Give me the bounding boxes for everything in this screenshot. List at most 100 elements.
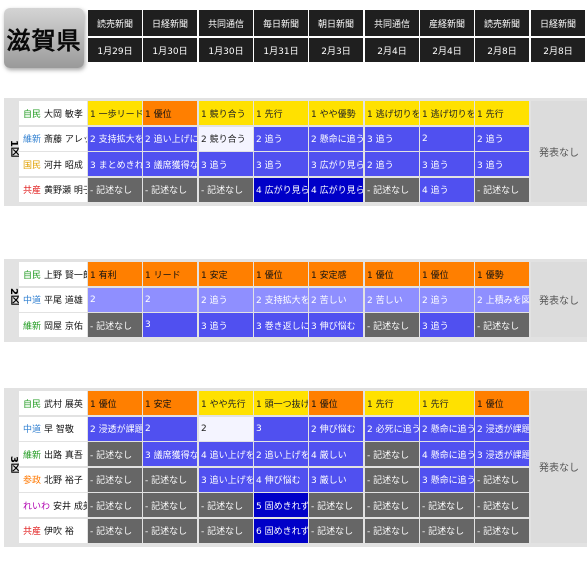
rating-cell: - 記述なし (199, 493, 253, 517)
candidate-cell: 維新 岡屋 京佑 (19, 313, 87, 337)
header-paper: 日経新聞 (143, 10, 197, 36)
header-date: 1月31日 (254, 38, 308, 62)
party-label: 共産 (23, 527, 42, 537)
candidate-name: 河井 昭成 (44, 160, 83, 171)
party-label: 自民 (23, 399, 42, 410)
rating-cell: - 記述なし (475, 467, 529, 492)
rating-cell: 3 浸透が課題 (475, 442, 529, 466)
pending-cell: 発表なし (531, 391, 587, 543)
candidate-name: 武村 展英 (44, 399, 83, 410)
rating-cell: - 記述なし (475, 493, 529, 517)
rating-cell: 1 先行 (420, 391, 474, 415)
rating-cell: 2 苦しい (365, 287, 419, 312)
rating-cell: 3 (143, 313, 197, 337)
rating-cell: 2 必死に追う (365, 416, 419, 441)
rating-cell: 1 優位 (420, 262, 474, 286)
rating-cell: 3 巻き返しに力 (254, 313, 308, 337)
rating-cell: 3 追う (420, 313, 474, 337)
rating-cell: 2 競り合う (199, 126, 253, 151)
district-label: 3区 (8, 455, 19, 473)
party-label: れいわ (23, 501, 51, 512)
rating-cell: 3 追う (365, 126, 419, 151)
rating-cell: 1 優位 (254, 262, 308, 286)
candidate-name: 上野 賢一郎 (44, 270, 87, 281)
rating-cell: 1 やや先行 (199, 391, 253, 415)
rating-cell: 1 逃げ切りを図る (365, 101, 419, 125)
rating-cell: 2 追う (365, 152, 419, 176)
rating-cell: 3 追う (420, 152, 474, 176)
rating-cell: 3 議席獲得ならず (143, 442, 197, 466)
rating-cell: 1 優位 (365, 262, 419, 286)
rating-cell: 1 安定 (199, 262, 253, 286)
rating-cell: 1 やや優勢 (309, 101, 363, 125)
candidate-name: 岡屋 京佑 (44, 321, 83, 332)
rating-cell: 2 支持拡大を急ぐ (88, 126, 142, 151)
party-label: 中道 (23, 296, 42, 306)
rating-cell: 1 優位 (309, 391, 363, 415)
rating-cell: 1 先行 (365, 391, 419, 415)
pending-cell: 発表なし (531, 262, 587, 337)
candidate-name: 斎藤 アレックス (44, 135, 87, 145)
rating-cell: 3 追う (254, 152, 308, 176)
rating-cell: - 記述なし (88, 493, 142, 517)
rating-cell: 1 頭一つ抜け出す (254, 391, 308, 415)
rating-cell: - 記述なし (365, 518, 419, 543)
header-paper: 毎日新聞 (254, 10, 308, 36)
candidate-name: 大岡 敏孝 (44, 109, 83, 120)
rating-cell: 2 懸命に追う (420, 416, 474, 441)
header-paper: 読売新聞 (475, 10, 529, 36)
rating-cell: 2 支持拡大を図る (254, 287, 308, 312)
rating-cell: 4 広がり見られず (254, 177, 308, 202)
rating-cell: - 記述なし (365, 493, 419, 517)
rating-cell: 2 苦しい (309, 287, 363, 312)
candidate-cell: 国民 河井 昭成 (19, 152, 87, 176)
rating-cell: - 記述なし (475, 177, 529, 202)
rating-cell: 3 追う (199, 313, 253, 337)
rating-cell: 1 優位 (88, 391, 142, 415)
rating-cell: 1 先行 (254, 101, 308, 125)
party-label: 中道 (23, 425, 42, 435)
rating-cell: - 記述なし (199, 177, 253, 202)
party-label: 維新 (23, 450, 42, 461)
candidate-name: 黄野瀬 明子 (44, 186, 87, 196)
rating-cell: 2 浸透が課題 (88, 416, 142, 441)
rating-cell: - 記述なし (88, 442, 142, 466)
rating-cell: 4 追い上げを図る (199, 442, 253, 466)
candidate-cell: 参政 北野 裕子 (19, 467, 87, 492)
rating-cell: 4 追う (420, 177, 474, 202)
rating-cell: - 記述なし (365, 442, 419, 466)
rating-cell: 3 伸び悩む (309, 313, 363, 337)
header-paper: 産経新聞 (420, 10, 474, 36)
header-paper: 読売新聞 (88, 10, 142, 36)
candidate-name: 北野 裕子 (44, 476, 83, 486)
rating-cell: - 記述なし (199, 518, 253, 543)
rating-cell: 2 追う (254, 126, 308, 151)
rating-cell: 2 (88, 287, 142, 312)
rating-cell: 3 懸命に追う (420, 467, 474, 492)
rating-cell: 4 懸命に追う (420, 442, 474, 466)
rating-cell: 6 固めきれず (254, 518, 308, 543)
rating-cell: 2 浸透が課題 (475, 416, 529, 441)
rating-cell: 1 優位 (475, 391, 529, 415)
rating-cell: 1 安定 (143, 391, 197, 415)
header-paper: 共同通信 (365, 10, 419, 36)
rating-cell: - 記述なし (143, 518, 197, 543)
rating-cell: 2 懸命に追う (309, 126, 363, 151)
rating-cell: 2 追い上げに懸命 (143, 126, 197, 151)
header-date: 1月30日 (199, 38, 253, 62)
rating-cell: 2 (143, 416, 197, 441)
rating-cell: - 記述なし (365, 313, 419, 337)
rating-cell: 1 競り合う (199, 101, 253, 125)
header-paper: 共同通信 (199, 10, 253, 36)
rating-cell: 1 一歩リード (88, 101, 142, 125)
rating-cell: 2 追う (475, 126, 529, 151)
rating-cell: 2 (199, 416, 253, 441)
rating-cell: 1 有利 (88, 262, 142, 286)
party-label: 共産 (23, 186, 42, 196)
candidate-name: 平尾 道雄 (44, 296, 83, 306)
rating-cell: - 記述なし (88, 518, 142, 543)
party-label: 自民 (23, 109, 42, 120)
